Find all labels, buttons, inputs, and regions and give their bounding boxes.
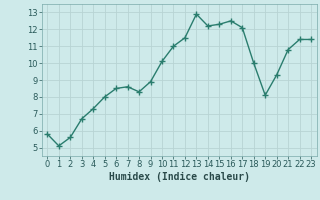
X-axis label: Humidex (Indice chaleur): Humidex (Indice chaleur) — [109, 172, 250, 182]
